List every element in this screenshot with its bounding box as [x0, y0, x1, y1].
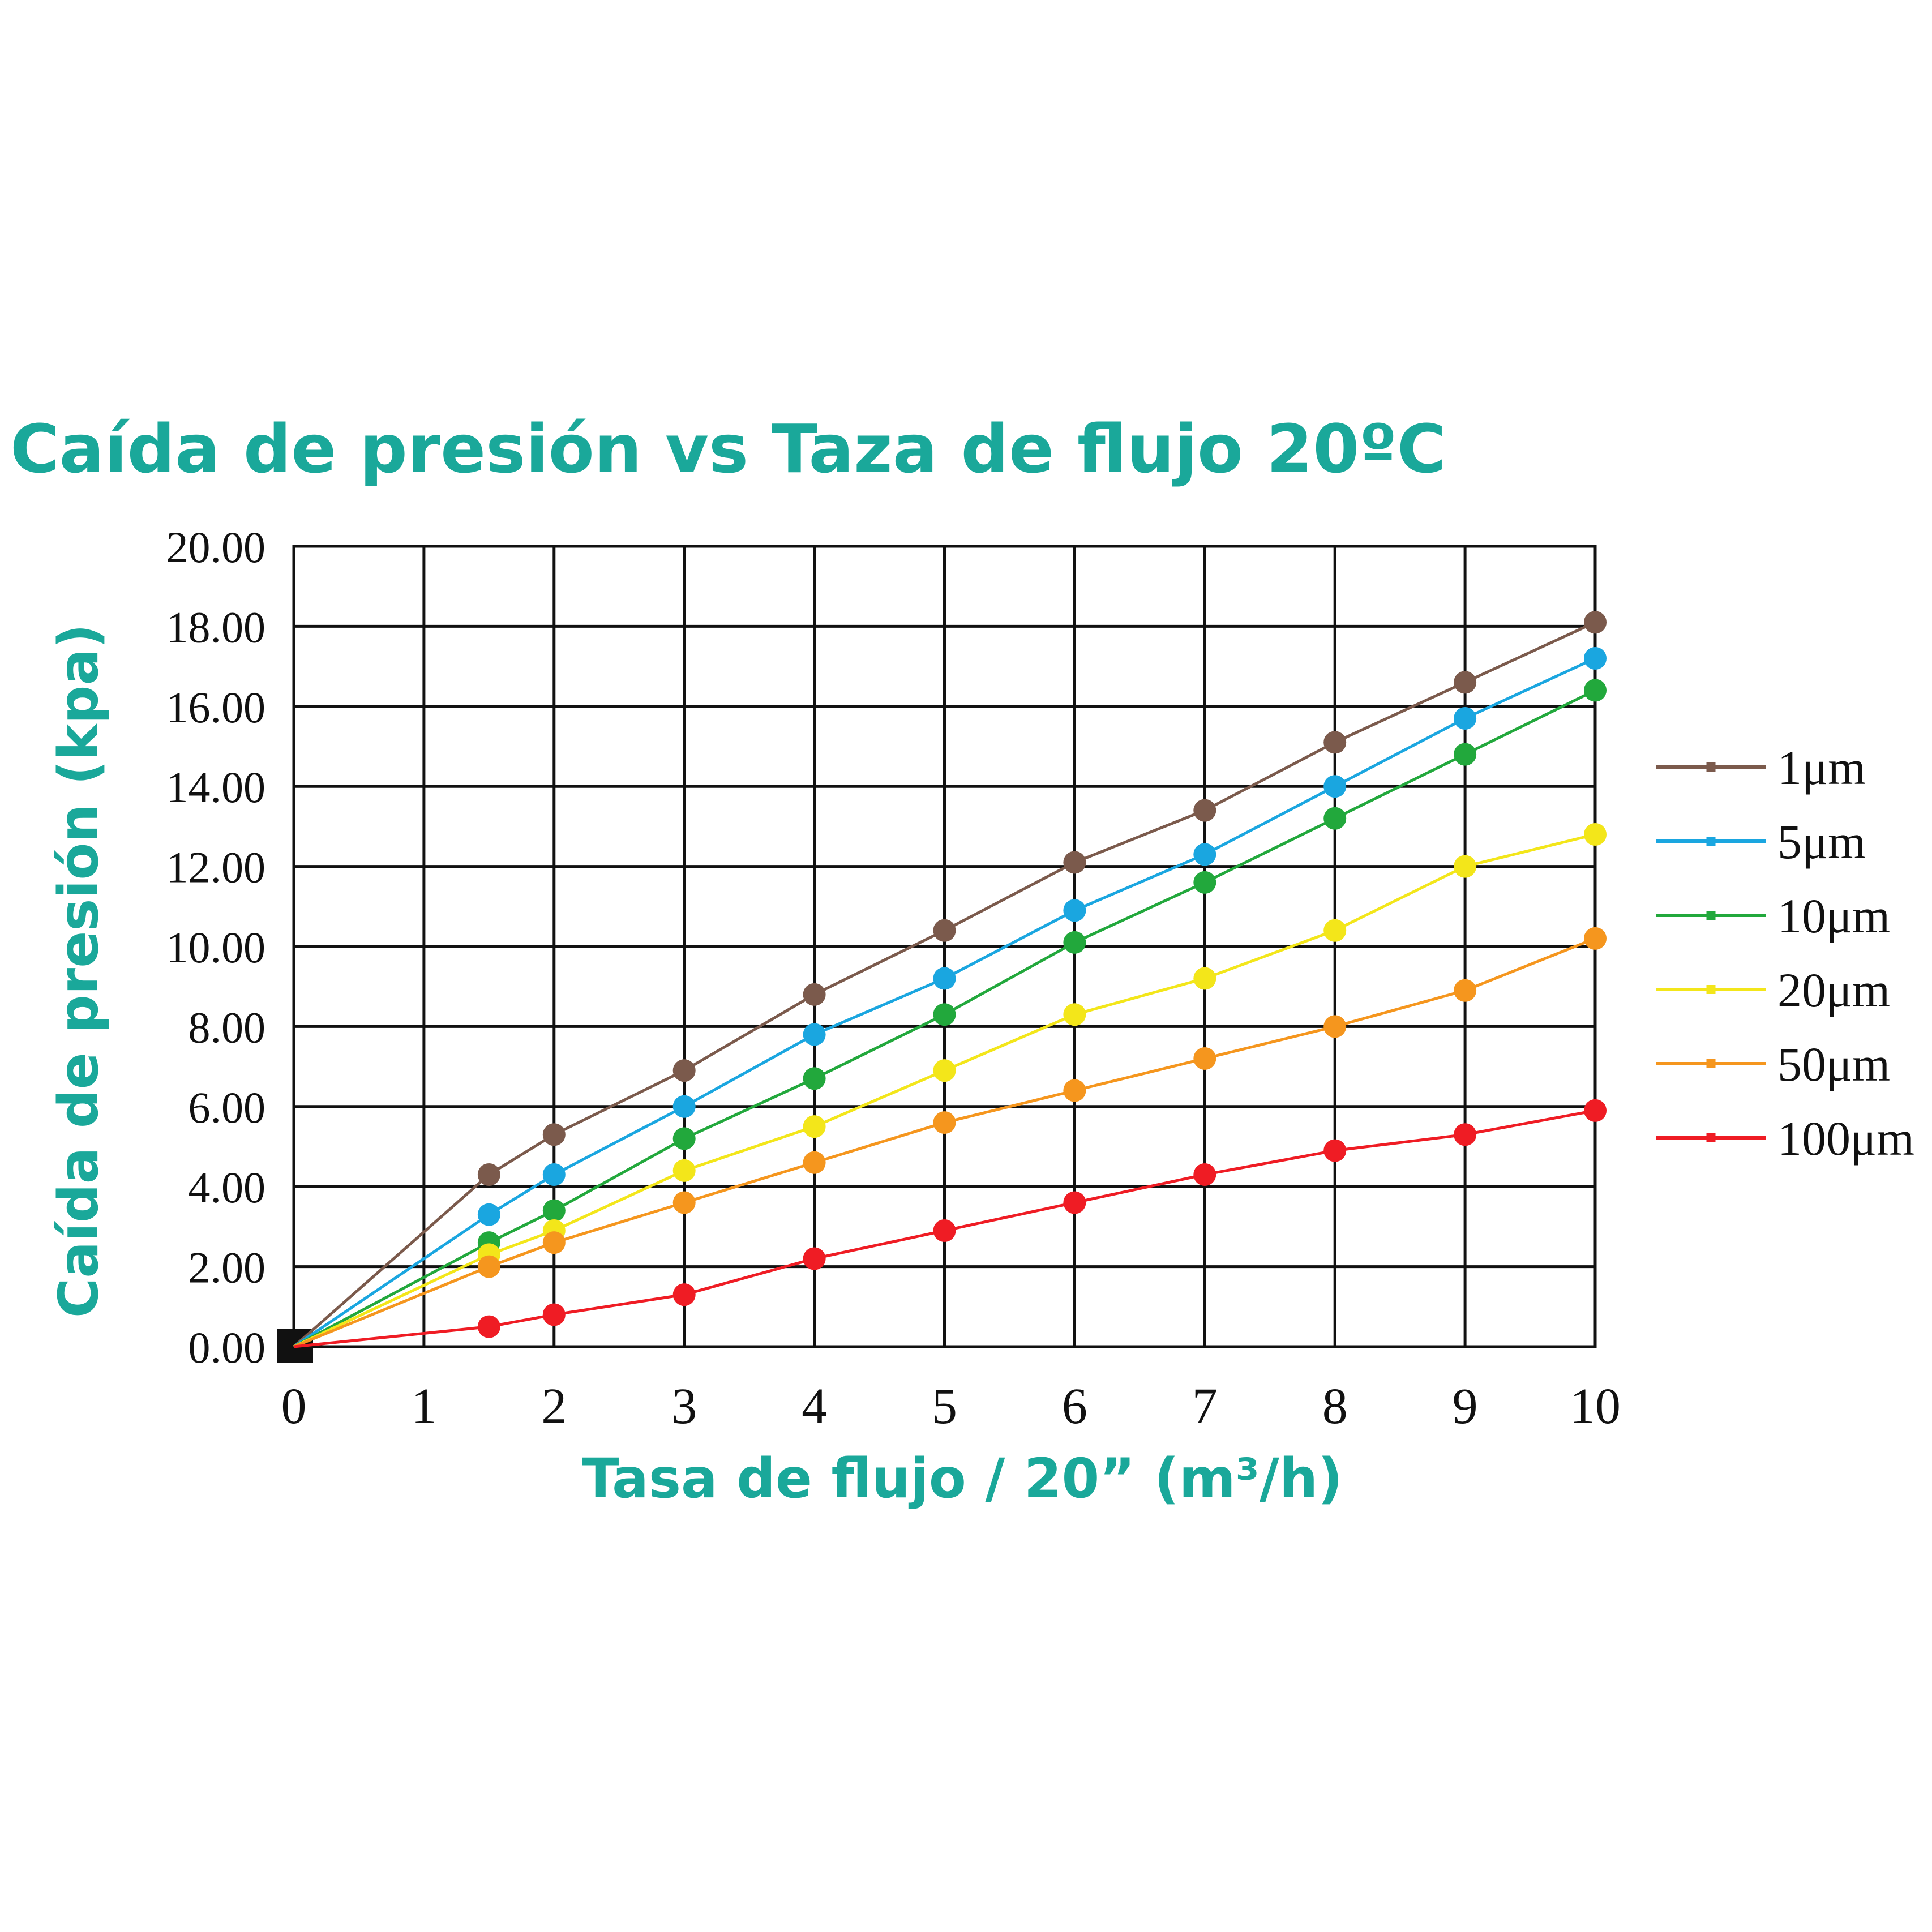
y-tick-label: 2.00 — [189, 1243, 266, 1292]
data-point — [1193, 799, 1216, 822]
data-point — [1584, 927, 1607, 950]
data-point — [477, 1203, 500, 1226]
data-point — [1454, 743, 1477, 766]
y-tick-label: 6.00 — [189, 1083, 266, 1132]
data-point — [1193, 1047, 1216, 1070]
data-point — [542, 1231, 566, 1254]
y-tick-label: 20.00 — [166, 522, 266, 572]
data-point — [803, 1247, 826, 1270]
y-tick-label: 4.00 — [189, 1163, 266, 1212]
x-tick-label: 9 — [1453, 1378, 1478, 1434]
data-point — [803, 1067, 826, 1090]
x-tick-label: 10 — [1570, 1378, 1621, 1434]
x-tick-label: 6 — [1062, 1378, 1087, 1434]
data-point — [1193, 843, 1216, 866]
legend-marker — [1706, 762, 1716, 772]
x-tick-label: 0 — [281, 1378, 307, 1434]
x-tick-label: 8 — [1322, 1378, 1348, 1434]
data-point — [1063, 931, 1086, 954]
data-point — [933, 1111, 956, 1134]
data-point — [1584, 679, 1607, 702]
y-tick-label: 8.00 — [189, 1003, 266, 1052]
data-point — [1063, 1003, 1086, 1026]
data-point — [1584, 823, 1607, 846]
x-tick-label: 2 — [541, 1378, 567, 1434]
data-point — [933, 919, 956, 942]
data-point — [542, 1303, 566, 1326]
data-point — [672, 1159, 696, 1182]
data-point — [1584, 1099, 1607, 1122]
data-point — [672, 1191, 696, 1214]
data-point — [477, 1163, 500, 1186]
data-point — [1193, 1163, 1216, 1186]
data-point — [672, 1059, 696, 1082]
data-point — [1584, 611, 1607, 634]
x-tick-label: 1 — [411, 1378, 436, 1434]
data-point — [803, 1023, 826, 1046]
data-point — [1063, 1079, 1086, 1102]
data-point — [1323, 1015, 1347, 1038]
data-point — [542, 1199, 566, 1222]
chart-title: Caída de presión vs Taza de flujo 20ºC — [10, 410, 1446, 488]
legend-label: 50μm — [1777, 1037, 1890, 1091]
data-point — [672, 1127, 696, 1150]
data-point — [1063, 851, 1086, 874]
data-point — [1193, 871, 1216, 894]
y-tick-label: 16.00 — [166, 683, 266, 732]
data-point — [477, 1255, 500, 1278]
legend-marker — [1706, 911, 1716, 920]
y-tick-label: 10.00 — [166, 923, 266, 972]
legend-label: 10μm — [1777, 889, 1890, 943]
y-tick-label: 14.00 — [166, 762, 266, 812]
data-point — [1063, 899, 1086, 922]
data-point — [542, 1123, 566, 1146]
x-axis-label: Tasa de flujo / 20” (m³/h) — [582, 1447, 1343, 1510]
legend-marker — [1706, 1059, 1716, 1068]
legend-marker — [1706, 837, 1716, 846]
legend-label: 20μm — [1777, 963, 1890, 1017]
data-point — [542, 1163, 566, 1186]
x-tick-label: 7 — [1192, 1378, 1218, 1434]
data-point — [1323, 731, 1347, 754]
data-point — [672, 1095, 696, 1118]
x-tick-label: 4 — [802, 1378, 827, 1434]
legend-marker — [1706, 1133, 1716, 1142]
data-point — [1454, 1123, 1477, 1146]
data-point — [672, 1283, 696, 1306]
data-point — [1323, 775, 1347, 798]
data-point — [1193, 967, 1216, 990]
data-point — [803, 1151, 826, 1174]
data-point — [1323, 807, 1347, 830]
data-point — [1454, 671, 1477, 694]
data-point — [1063, 1191, 1086, 1214]
data-point — [1454, 707, 1477, 730]
data-point — [1454, 855, 1477, 878]
data-point — [933, 1059, 956, 1082]
y-tick-label: 12.00 — [166, 843, 266, 892]
data-point — [477, 1315, 500, 1338]
x-tick-label: 5 — [932, 1378, 957, 1434]
legend-label: 1μm — [1777, 740, 1866, 795]
data-point — [803, 1115, 826, 1138]
legend-label: 5μm — [1777, 815, 1866, 869]
y-tick-label: 0.00 — [189, 1323, 266, 1372]
legend-marker — [1706, 985, 1716, 994]
y-axis-label: Caída de presión (kpa) — [47, 624, 110, 1318]
data-point — [803, 983, 826, 1006]
legend-label: 100μm — [1777, 1111, 1914, 1166]
x-tick-label: 3 — [671, 1378, 697, 1434]
data-point — [933, 1003, 956, 1026]
data-point — [1323, 1139, 1347, 1162]
data-point — [933, 1219, 956, 1242]
data-point — [1584, 646, 1607, 670]
data-point — [933, 967, 956, 990]
data-point — [1454, 979, 1477, 1002]
data-point — [1323, 919, 1347, 942]
y-tick-label: 18.00 — [166, 602, 266, 652]
